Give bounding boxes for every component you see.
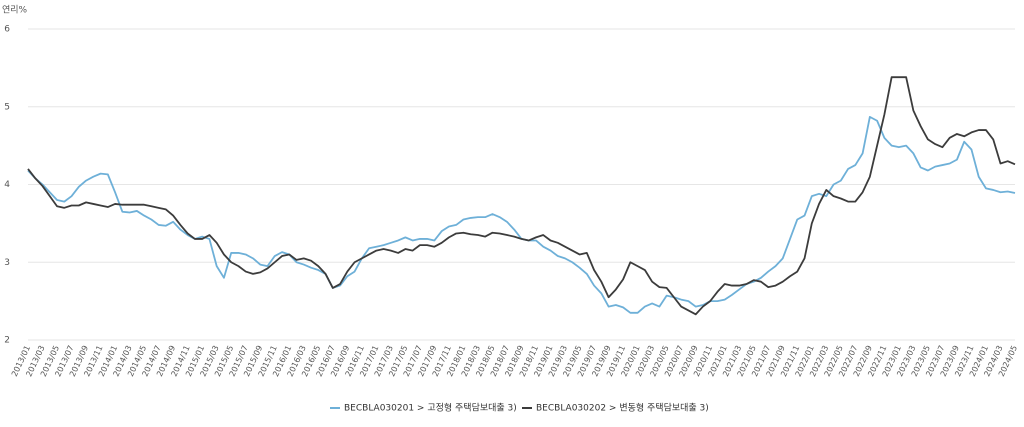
y-tick-label: 5 (4, 102, 10, 112)
series-line (27, 76, 1016, 316)
series-line (27, 115, 1016, 314)
y-tick-label: 3 (4, 258, 10, 268)
y-tick-label: 6 (4, 25, 10, 35)
y-tick-label: 2 (4, 336, 10, 346)
y-axis-label: 연리% (2, 5, 28, 16)
y-tick-label: 4 (4, 180, 10, 190)
legend-label: BECBLA030201 > 고정형 주택담보대출 3) (344, 402, 517, 414)
legend-label: BECBLA030202 > 변동형 주택담보대출 3) (536, 402, 709, 414)
